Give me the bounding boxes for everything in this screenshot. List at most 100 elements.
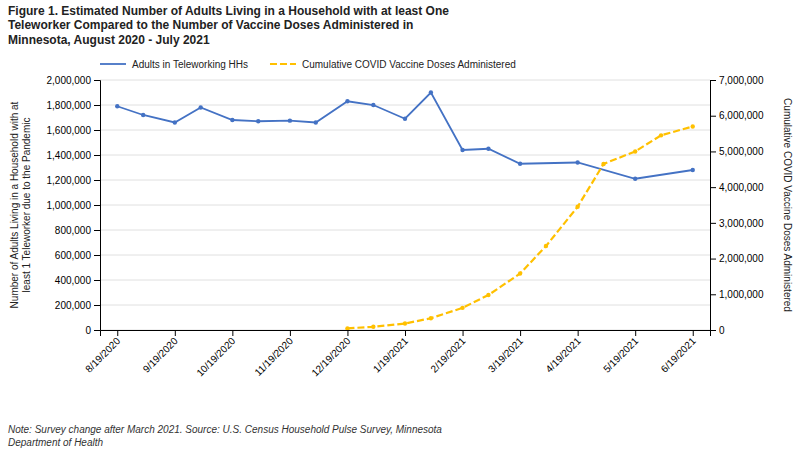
tick: 5/19/2021 [601,330,641,375]
tick-label: 5,000,000 [719,146,764,157]
tick-mark [94,330,100,331]
tick: 0 [85,325,100,336]
tick-mark [693,330,694,336]
tick: 2,000,000 [47,75,101,86]
marker [659,133,663,137]
grid-line [100,305,710,306]
marker [173,120,177,124]
tick: 1,400,000 [47,150,101,161]
tick-label: 1,200,000 [47,175,92,186]
marker [486,147,490,151]
tick-mark [710,330,716,331]
tick: 4,000,000 [710,182,764,193]
tick: 200,000 [55,300,100,311]
legend-item: Adults in Teleworking HHs [100,59,248,70]
tick: 1,200,000 [47,175,101,186]
tick: 9/19/2020 [141,330,181,375]
grid-line [100,280,710,281]
tick-label: 4/19/2021 [543,335,583,375]
grid [100,80,710,330]
y-axis-title-line: Number of Adults Living in a Household w… [9,101,20,308]
tick-label: 4,000,000 [719,182,764,193]
tick-label: 600,000 [55,250,92,261]
tick: 5,000,000 [710,146,764,157]
tick: 0 [710,325,725,336]
tick-label: 5/19/2021 [601,335,641,375]
marks [115,90,695,330]
marker [601,162,605,166]
tick-label: 1,800,000 [47,100,92,111]
y-axis: 0 200,000 400,000 600,000 800,000 1,000,000 1,… [47,75,101,336]
tick: 2,000,000 [710,253,764,264]
tick-label: 1,400,000 [47,150,92,161]
tick-mark [94,180,100,181]
marker [115,104,119,108]
tick-mark [710,151,716,152]
x-axis: 8/19/2020 9/19/2020 10/19/2020 11/19/2020 12… [83,330,710,378]
tick: 1/19/2021 [371,330,411,375]
tick-label: 6,000,000 [719,110,764,121]
marker [486,293,490,297]
grid-line [100,80,710,81]
tick-label: 1,000,000 [47,200,92,211]
legend: Adults in Teleworking HHs Cumulative COVI… [100,59,516,70]
y2-axis: 01,000,0002,000,0003,000,0004,000,0005,0… [710,75,764,336]
marker [633,177,637,181]
marker [314,120,318,124]
axis-line [94,81,101,331]
title-line: Minnesota, August 2020 - July 2021 [8,33,210,47]
tick: 1,000,000 [47,200,101,211]
tick-mark [94,205,100,206]
series-markers [115,90,695,181]
title: Figure 1. Estimated Number of Adults Liv… [8,4,449,47]
tick-mark [94,280,100,281]
marker [460,148,464,152]
tick: 800,000 [55,225,100,236]
tick-label: 2,000,000 [47,75,92,86]
tick: 7,000,000 [710,75,764,86]
tick: 6/19/2021 [659,330,699,375]
tick-mark [463,330,464,336]
tick: 2/19/2021 [428,330,468,375]
tick-label: 10/19/2020 [194,335,237,378]
legend-label: Cumulative COVID Vaccine Doses Administe… [302,59,516,70]
y-axis-title-line: least 1 Teleworker due to the Pandemic [21,118,32,293]
marker [691,168,695,172]
tick: 400,000 [55,275,100,286]
marker [691,124,695,128]
marker [345,326,349,330]
tick-mark [405,330,406,336]
legend-swatch [100,63,126,65]
tick-label: 11/19/2020 [252,335,295,378]
marker [518,271,522,275]
y-axis-title: Number of Adults Living in a Household w… [9,101,32,308]
tick-mark [94,130,100,131]
tick-mark [94,155,100,156]
series-line [347,126,692,328]
tick: 8/19/2020 [83,330,123,375]
tick-mark [710,80,716,81]
tick: 12/19/2020 [309,330,352,378]
legend-swatch [270,63,296,65]
tick-label: 0 [85,325,91,336]
tick-mark [710,259,716,260]
tick-mark [175,330,176,336]
tick-label: 0 [719,325,725,336]
marker [141,113,145,117]
tick-label: 8/19/2020 [83,335,123,375]
marker [575,205,579,209]
marker [288,118,292,122]
tick: 11/19/2020 [252,330,295,378]
tick-mark [710,116,716,117]
note: Note: Survey change after March 2021. So… [8,424,442,448]
note-line: Department of Health [8,437,103,448]
tick: 3,000,000 [710,218,764,229]
series-markers [345,124,695,330]
marker [256,119,260,123]
marker [633,149,637,153]
note-line: Note: Survey change after March 2021. So… [8,424,442,435]
title-line: Figure 1. Estimated Number of Adults Liv… [8,4,449,18]
legend-label: Adults in Teleworking HHs [132,59,248,70]
tick-mark [710,223,716,224]
tick: 3/19/2021 [486,330,526,375]
